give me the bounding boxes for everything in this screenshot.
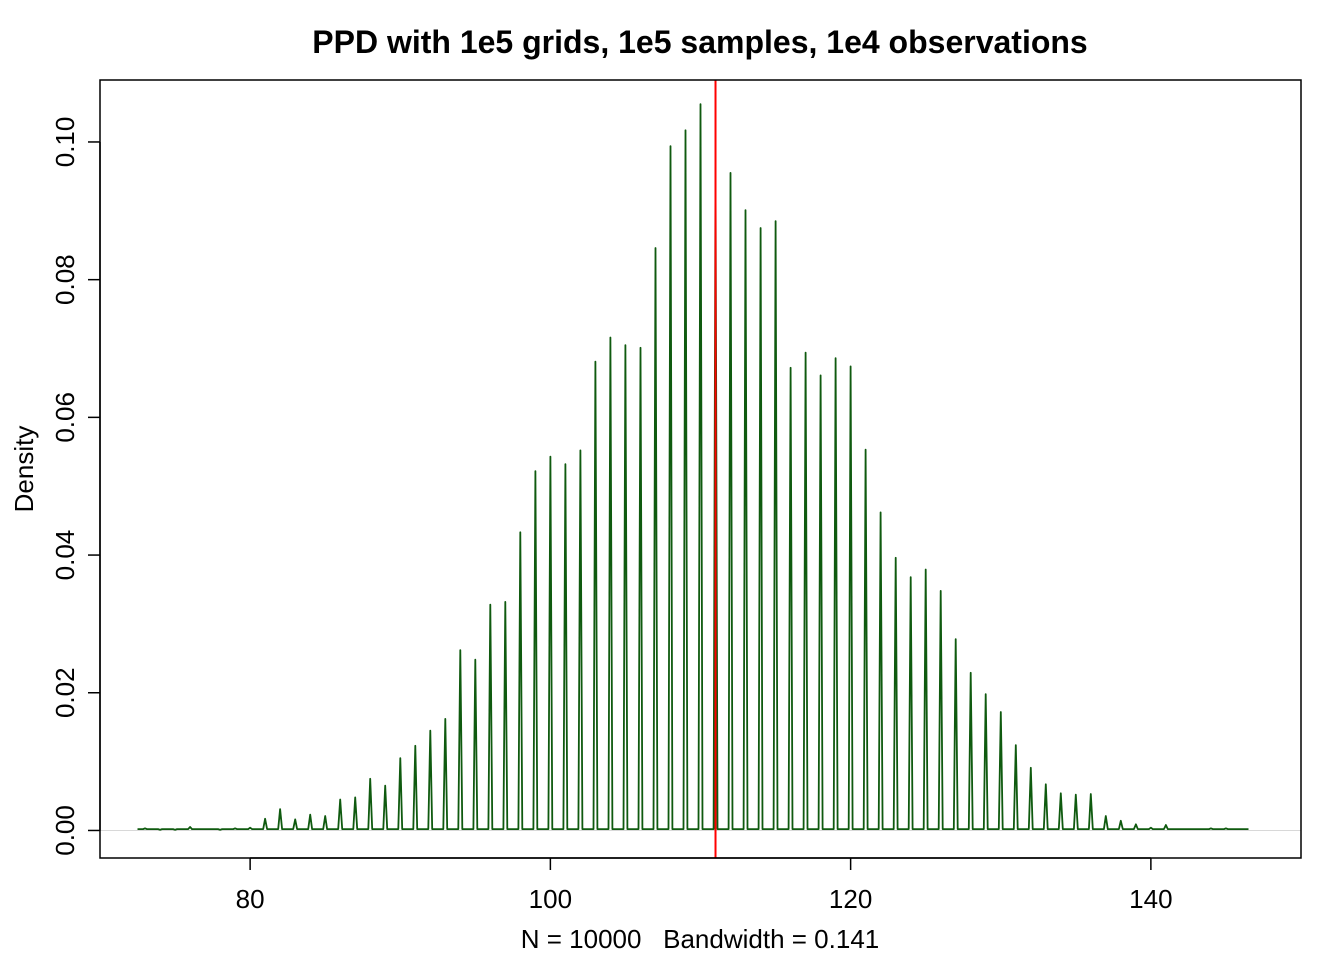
x-tick-label: 120 bbox=[829, 884, 872, 914]
y-tick-label: 0.02 bbox=[50, 667, 80, 718]
y-tick-label: 0.08 bbox=[50, 254, 80, 305]
series-layer bbox=[137, 103, 1249, 831]
y-tick-label: 0.06 bbox=[50, 392, 80, 443]
chart-title: PPD with 1e5 grids, 1e5 samples, 1e4 obs… bbox=[312, 24, 1087, 60]
y-tick-label: 0.04 bbox=[50, 530, 80, 581]
density-series-line bbox=[137, 103, 1249, 831]
x-axis-label: N = 10000 Bandwidth = 0.141 bbox=[521, 924, 880, 954]
x-axis: 80 100 120 140 bbox=[236, 857, 1173, 914]
x-tick-label: 80 bbox=[236, 884, 265, 914]
y-axis: 0.00 0.02 0.04 0.06 0.08 0.10 bbox=[50, 117, 101, 856]
y-tick-label: 0.00 bbox=[50, 805, 80, 856]
x-tick-label: 100 bbox=[529, 884, 572, 914]
y-tick-label: 0.10 bbox=[50, 117, 80, 168]
y-axis-label: Density bbox=[9, 426, 39, 513]
x-tick-label: 140 bbox=[1129, 884, 1172, 914]
